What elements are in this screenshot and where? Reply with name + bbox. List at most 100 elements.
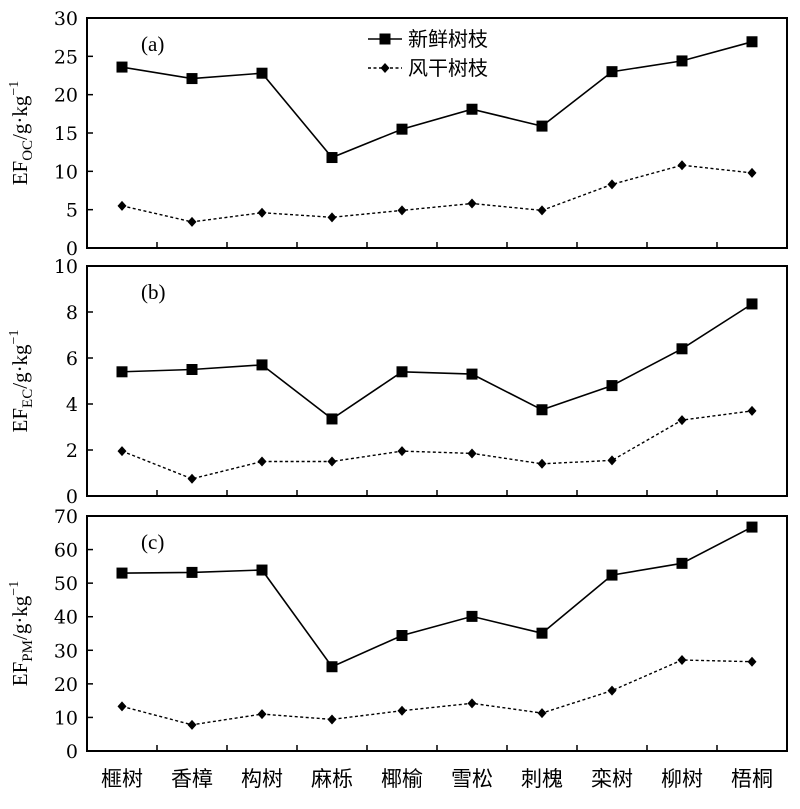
legend-label-dry: 风干树枝 <box>408 56 488 80</box>
data-point-fresh <box>606 380 618 392</box>
y-tick-label: 15 <box>54 123 78 145</box>
data-point-fresh <box>746 298 758 310</box>
data-point-fresh <box>256 564 268 576</box>
data-point-dry <box>607 685 617 696</box>
series-line-fresh <box>121 526 753 668</box>
chart-panel-c: 0 10 20 30 40 50 60 70 (c) EFPM/g·kg−1 <box>7 506 788 763</box>
data-point-fresh <box>396 630 408 642</box>
data-point-dry <box>607 179 617 190</box>
data-point-fresh <box>536 404 548 416</box>
plot-frame <box>86 17 788 249</box>
panel-label: (a) <box>141 32 164 56</box>
data-point-fresh <box>466 103 478 115</box>
data-point-fresh <box>186 364 198 375</box>
x-category-label: 梧桐 <box>731 767 773 791</box>
data-point-dry <box>607 455 617 466</box>
ylabel-sup: −1 <box>7 81 22 96</box>
y-tick-label: 10 <box>54 707 78 729</box>
panel-label: (b) <box>141 280 166 304</box>
data-point-fresh <box>606 569 618 581</box>
data-point-fresh <box>116 567 128 579</box>
plot-frame <box>86 515 788 752</box>
y-tick-label: 60 <box>54 540 78 562</box>
series-line-fresh <box>121 41 753 159</box>
data-point-dry <box>747 656 757 667</box>
series-line-dry <box>121 164 753 223</box>
plot-frame <box>86 265 788 497</box>
y-tick-label: 0 <box>66 238 78 260</box>
y-tick-label: 4 <box>66 394 78 416</box>
y-tick-label: 30 <box>54 640 78 662</box>
data-point-dry <box>537 205 547 216</box>
y-tick-label: 20 <box>54 674 78 696</box>
data-point-dry <box>677 655 687 666</box>
ylabel-main: EF <box>8 662 32 687</box>
data-point-dry <box>187 719 197 730</box>
data-point-fresh <box>676 343 688 355</box>
data-point-fresh <box>676 55 688 67</box>
data-point-dry <box>257 709 267 720</box>
ylabel-main: EF <box>8 408 32 433</box>
data-point-fresh <box>536 627 548 639</box>
y-tick-label: 10 <box>54 256 78 278</box>
data-point-dry <box>117 446 127 457</box>
ylabel-unit: /g·kg <box>8 95 32 140</box>
data-point-dry <box>467 448 477 459</box>
x-category-label: 刺槐 <box>521 767 563 791</box>
data-point-dry <box>397 205 407 216</box>
data-point-fresh <box>256 67 268 79</box>
ylabel-unit: /g·kg <box>8 595 32 640</box>
x-category-label: 柳树 <box>661 767 703 791</box>
data-point-fresh <box>396 123 408 135</box>
data-point-fresh <box>466 610 478 622</box>
y-tick-label: 25 <box>54 46 78 68</box>
y-tick-label: 6 <box>66 348 78 370</box>
data-point-dry <box>537 458 547 469</box>
data-point-dry <box>677 415 687 426</box>
x-category-label: 栾树 <box>591 767 633 791</box>
data-point-dry <box>117 200 127 211</box>
data-point-dry <box>327 714 337 725</box>
y-tick-label: 0 <box>66 741 78 763</box>
x-category-label: 香樟 <box>171 767 213 791</box>
y-tick-label: 30 <box>54 8 78 30</box>
data-point-dry <box>537 708 547 719</box>
x-category-label: 椰榆 <box>381 767 423 791</box>
data-point-fresh <box>746 521 758 533</box>
x-category-label: 构树 <box>241 767 283 791</box>
y-tick-label: 50 <box>54 573 78 595</box>
data-point-fresh <box>326 152 338 164</box>
y-tick-label: 0 <box>66 486 78 508</box>
data-point-fresh <box>466 368 478 380</box>
ylabel-sub: OC <box>20 140 36 161</box>
y-tick-label: 2 <box>66 440 78 462</box>
ylabel-sup: −1 <box>7 330 22 345</box>
y-tick-label: 8 <box>66 302 78 324</box>
series-line-dry <box>121 659 753 726</box>
data-point-fresh <box>116 366 128 378</box>
ylabel-sub: PM <box>20 640 36 662</box>
data-point-fresh <box>536 120 548 132</box>
panel-label: (c) <box>141 530 164 554</box>
x-category-label: 雪松 <box>451 767 493 791</box>
data-point-dry <box>327 212 337 223</box>
legend-marker-fresh <box>379 33 391 45</box>
legend-marker-dry <box>380 63 390 73</box>
ylabel-sup: −1 <box>7 581 22 596</box>
data-point-dry <box>257 456 267 467</box>
x-category-label: 榧树 <box>101 767 143 791</box>
y-tick-label: 20 <box>54 85 78 107</box>
legend-label-fresh: 新鲜树枝 <box>408 27 488 51</box>
data-point-dry <box>187 216 197 227</box>
data-point-fresh <box>326 413 338 425</box>
data-point-dry <box>467 198 477 209</box>
y-axis-label: EFOC/g·kg−1 <box>7 81 36 186</box>
data-point-fresh <box>186 73 198 85</box>
ylabel-sub: EC <box>20 389 36 408</box>
data-point-fresh <box>676 557 688 569</box>
data-point-dry <box>467 698 477 709</box>
data-point-fresh <box>746 36 758 48</box>
data-point-fresh <box>326 661 338 673</box>
data-point-dry <box>677 160 687 171</box>
